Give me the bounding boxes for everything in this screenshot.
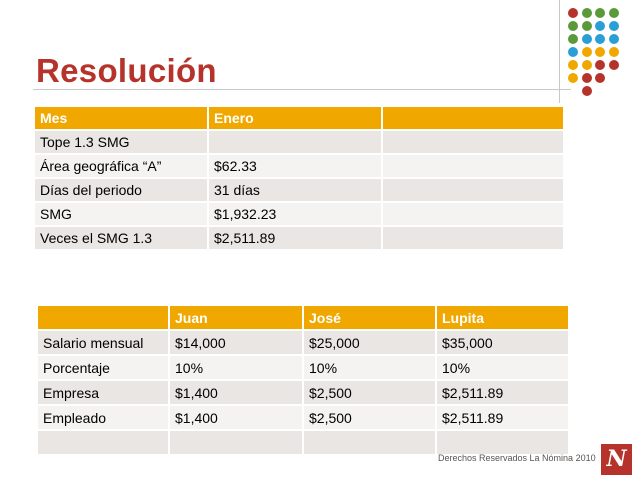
table-cell: Tope 1.3 SMG — [33, 129, 209, 155]
table-cell: $2,511.89 — [435, 379, 570, 406]
decorative-dot — [595, 60, 605, 70]
table-cell: $1,400 — [168, 404, 304, 431]
header-cell: Enero — [207, 105, 383, 131]
decorative-dot — [568, 21, 578, 31]
header-cell: Mes — [33, 105, 209, 131]
table-cell: 31 días — [207, 177, 383, 203]
decorative-dot — [568, 60, 578, 70]
table-cell — [381, 153, 565, 179]
table-row: Área geográfica “A” $62.33 — [33, 153, 565, 179]
decorative-horizontal-line — [33, 89, 571, 90]
decorative-dot — [581, 21, 592, 31]
decorative-dot — [595, 21, 605, 31]
table-cell — [302, 429, 437, 456]
table-cell: 10% — [435, 354, 570, 381]
header-cell — [36, 304, 170, 331]
decorative-dot — [595, 8, 605, 18]
table-cell: Veces el SMG 1.3 — [33, 225, 209, 251]
decorative-dot — [568, 47, 578, 57]
decorative-dot — [581, 8, 592, 18]
header-cell — [381, 105, 565, 131]
decorative-dot-grid — [566, 8, 632, 104]
table-header-row: Juan José Lupita — [36, 304, 570, 331]
table-cell: SMG — [33, 201, 209, 227]
decorative-dot — [568, 34, 578, 44]
table-row: SMG $1,932.23 — [33, 201, 565, 227]
table-cell: Días del periodo — [33, 177, 209, 203]
decorative-dot — [581, 47, 592, 57]
table-cell — [381, 225, 565, 251]
copyright-footer: Derechos Reservados La Nómina 2010 — [438, 453, 596, 463]
table-cell: $1,400 — [168, 379, 304, 406]
header-cell: José — [302, 304, 437, 331]
decorative-dot — [568, 73, 578, 83]
table-cell: $2,511.89 — [207, 225, 383, 251]
table-header-row: Mes Enero — [33, 105, 565, 131]
table-cell: Empresa — [36, 379, 170, 406]
table-row: Empleado $1,400 $2,500 $2,511.89 — [36, 404, 570, 431]
decorative-dot — [608, 8, 619, 18]
table-cell: Salario mensual — [36, 329, 170, 356]
decorative-dot — [595, 34, 605, 44]
decorative-dot — [595, 73, 605, 83]
table-cell: $25,000 — [302, 329, 437, 356]
decorative-dot — [608, 47, 619, 57]
table-cell: Empleado — [36, 404, 170, 431]
table-row: Días del periodo 31 días — [33, 177, 565, 203]
table-cell: $2,511.89 — [435, 404, 570, 431]
table-cell: $2,500 — [302, 379, 437, 406]
header-cell: Lupita — [435, 304, 570, 331]
table-cell: $1,932.23 — [207, 201, 383, 227]
table-cell: Área geográfica “A” — [33, 153, 209, 179]
table-cell — [168, 429, 304, 456]
table-cell: $35,000 — [435, 329, 570, 356]
decorative-dot — [581, 73, 592, 83]
table-cell: $2,500 — [302, 404, 437, 431]
decorative-dot — [608, 60, 619, 70]
header-cell: Juan — [168, 304, 304, 331]
page-title: Resolución — [36, 52, 217, 89]
la-nomina-logo: N — [601, 444, 632, 475]
table-cell — [36, 429, 170, 456]
table-row: Empresa $1,400 $2,500 $2,511.89 — [36, 379, 570, 406]
table-cell: 10% — [302, 354, 437, 381]
resolution-table: Mes Enero Tope 1.3 SMG Área geográfica “… — [33, 105, 565, 251]
table-cell — [381, 129, 565, 155]
decorative-dot — [581, 34, 592, 44]
table-cell — [207, 129, 383, 155]
table-cell — [381, 177, 565, 203]
decorative-dot — [608, 34, 619, 44]
table-row: Porcentaje 10% 10% 10% — [36, 354, 570, 381]
decorative-dot — [581, 86, 592, 96]
table-row: Salario mensual $14,000 $25,000 $35,000 — [36, 329, 570, 356]
table-cell: $62.33 — [207, 153, 383, 179]
table-row: Tope 1.3 SMG — [33, 129, 565, 155]
table-cell: 10% — [168, 354, 304, 381]
employees-table: Juan José Lupita Salario mensual $14,000… — [36, 304, 570, 456]
table-cell: Porcentaje — [36, 354, 170, 381]
table-cell — [381, 201, 565, 227]
decorative-dot — [568, 8, 578, 18]
decorative-dot — [595, 47, 605, 57]
table-cell — [435, 429, 570, 456]
decorative-vertical-line — [559, 0, 560, 103]
table-cell: $14,000 — [168, 329, 304, 356]
table-row: Veces el SMG 1.3 $2,511.89 — [33, 225, 565, 251]
table-row — [36, 429, 570, 456]
decorative-dot — [581, 60, 592, 70]
decorative-dot — [608, 21, 619, 31]
